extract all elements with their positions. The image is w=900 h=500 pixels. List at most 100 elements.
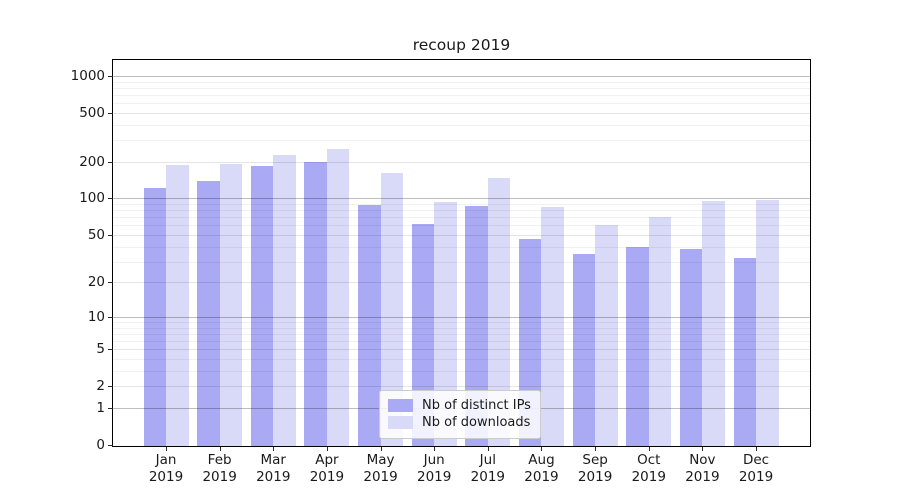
x-tick-label: Mar 2019 [241,452,305,486]
x-label-month: May [366,452,395,468]
y-tick-label: 100 [79,190,105,207]
legend-label: Nb of downloads [422,415,531,430]
x-tick-mark [702,447,704,451]
x-label-month: Sep [582,452,608,468]
x-tick-label: Oct 2019 [617,452,681,486]
bar-nb-of-distinct-ips [733,258,757,446]
x-label-month: Jan [155,452,177,468]
bar-nb-of-downloads [648,217,672,446]
x-tick-label: Aug 2019 [509,452,573,486]
bar-nb-of-distinct-ips [250,166,274,446]
x-label-month: Jul [479,452,496,468]
x-label-year: 2019 [417,469,452,485]
bar-nb-of-distinct-ips [626,246,649,446]
bar-nb-of-downloads [434,201,457,446]
x-tick-mark [541,447,543,451]
x-tick-mark [434,447,436,451]
x-label-month: Apr [315,452,339,468]
bar-nb-of-downloads [595,225,618,446]
x-label-year: 2019 [148,469,184,485]
y-tick-mark [108,282,113,284]
x-label-year: 2019 [363,469,398,485]
y-tick-label: 5 [96,341,105,358]
x-tick-label: Dec 2019 [724,452,788,486]
y-tick-mark [108,386,113,388]
y-tick-label: 0 [96,437,105,453]
legend-swatch [388,399,413,412]
bar-nb-of-distinct-ips [143,187,166,446]
bars-layer [113,60,810,446]
x-label-year: 2019 [631,469,666,485]
x-tick-label: Apr 2019 [295,452,359,486]
x-tick-mark [166,447,167,451]
y-tick-mark [108,75,113,77]
y-tick-mark [108,198,113,200]
legend-label: Nb of distinct IPs [422,398,531,413]
x-label-year: 2019 [202,469,237,485]
chart-title: recoup 2019 [412,36,511,54]
y-tick-label: 20 [87,274,105,291]
bar-nb-of-downloads [702,201,725,446]
x-tick-mark [273,447,275,451]
plot-area [112,59,811,447]
x-label-year: 2019 [256,469,291,485]
x-label-month: Feb [207,452,232,468]
y-tick-label: 1 [96,399,105,416]
x-tick-label: May 2019 [349,452,413,486]
x-tick-label: Jul 2019 [456,452,520,486]
x-label-month: Mar [260,452,286,468]
bar-nb-of-downloads [541,207,564,446]
bar-nb-of-downloads [219,163,243,446]
bar-nb-of-distinct-ips [197,181,220,446]
legend-item: Nb of downloads [388,415,531,430]
x-tick-label: Jan 2019 [134,452,198,486]
y-tick-mark [108,349,113,351]
bar-nb-of-downloads [326,148,350,446]
x-label-year: 2019 [738,469,774,485]
y-tick-mark [108,112,113,114]
x-tick-mark [595,447,597,451]
bar-nb-of-distinct-ips [304,161,327,446]
x-tick-mark [648,447,650,451]
bar-nb-of-downloads [273,154,296,446]
bar-nb-of-downloads [380,172,404,446]
bar-nb-of-downloads [166,164,189,446]
x-tick-label: Nov 2019 [670,452,734,486]
y-tick-label: 500 [79,104,105,121]
y-tick-mark [108,316,113,318]
legend: Nb of distinct IPs Nb of downloads [379,390,541,439]
x-label-year: 2019 [470,469,505,485]
x-label-month: Aug [528,452,555,468]
legend-swatch [388,416,413,429]
y-tick-label: 1000 [70,67,105,84]
bar-nb-of-distinct-ips [465,205,488,446]
y-tick-mark [108,234,113,236]
x-tick-mark [487,447,489,451]
x-tick-label: Jun 2019 [402,452,466,486]
x-label-month: Oct [637,452,661,468]
y-tick-label: 10 [87,308,105,325]
x-tick-mark [219,447,221,451]
x-tick-mark [326,447,328,451]
x-tick-mark [380,447,382,451]
x-label-month: Jun [423,452,445,468]
y-tick-label: 2 [96,378,105,395]
y-tick-mark [108,161,113,163]
y-tick-mark [108,407,113,409]
x-label-year: 2019 [577,469,613,485]
y-tick-label: 200 [79,153,105,170]
y-tick-mark [108,445,113,446]
bar-nb-of-distinct-ips [358,205,381,446]
bar-nb-of-distinct-ips [572,253,596,446]
x-label-year: 2019 [524,469,559,485]
x-tick-label: Feb 2019 [188,452,252,486]
y-tick-label: 50 [87,226,105,243]
x-tick-mark [756,447,758,451]
x-label-year: 2019 [685,469,720,485]
bar-nb-of-distinct-ips [679,249,703,446]
x-label-month: Nov [689,452,716,468]
legend-item: Nb of distinct IPs [388,398,531,413]
x-label-month: Dec [742,452,770,468]
x-label-year: 2019 [309,469,345,485]
